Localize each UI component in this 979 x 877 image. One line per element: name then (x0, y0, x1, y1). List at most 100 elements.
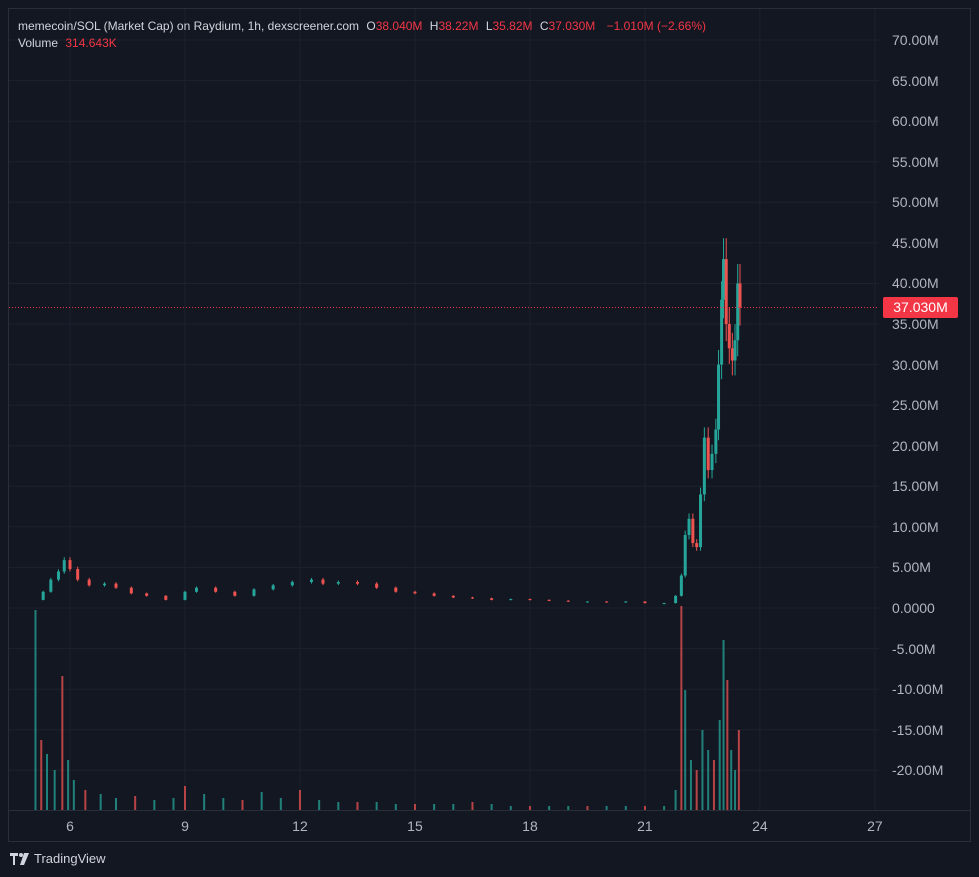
y-tick-label: 20.00M (892, 437, 939, 454)
open-value: 38.040M (375, 19, 423, 33)
volume-bar (548, 806, 551, 810)
candle-body (695, 543, 699, 548)
volume-bar (298, 790, 301, 810)
x-tick-label: 12 (292, 818, 308, 834)
y-tick-label: 25.00M (892, 397, 939, 414)
volume-bar (114, 798, 117, 810)
candle-body (730, 348, 734, 361)
volume-bar (61, 676, 64, 810)
volume-bar (528, 806, 531, 810)
volume-bar (318, 800, 321, 810)
candle-body (566, 600, 570, 602)
volume-bar (730, 750, 733, 810)
close-key: C (539, 19, 549, 33)
volume-bar (471, 802, 474, 810)
y-tick-label: 60.00M (892, 113, 939, 130)
volume-bar (567, 806, 570, 810)
volume-bar (624, 806, 627, 810)
candle-body (394, 587, 398, 592)
volume-bar (279, 798, 282, 810)
x-tick-label: 6 (66, 818, 74, 834)
y-tick-label: 65.00M (892, 72, 939, 89)
candle-body (470, 597, 474, 599)
volume-bar (684, 690, 687, 810)
volume-bar (99, 794, 102, 810)
volume-bar (222, 798, 225, 810)
candle-body (183, 591, 187, 600)
volume-bar (241, 800, 244, 810)
candle-body (271, 585, 275, 590)
volume-bar (490, 804, 493, 810)
volume-bar (153, 800, 156, 810)
volume-key: Volume (18, 36, 59, 50)
volume-bar (375, 802, 378, 810)
candle-body (724, 259, 728, 325)
candle-body (76, 569, 80, 580)
volume-bar (509, 806, 512, 810)
low-key: L (485, 19, 493, 33)
candle-body (164, 595, 168, 600)
candle-body (375, 583, 379, 588)
candle-body (490, 598, 494, 600)
candle-body (714, 429, 718, 454)
volume-bar (260, 792, 263, 810)
y-tick-label: -20.00M (892, 762, 944, 779)
x-tick-label: 24 (752, 818, 768, 834)
candle-body (706, 437, 710, 471)
ohlc-line: memecoin/SOL (Market Cap) on Raydium, 1h… (18, 18, 706, 35)
candle-body (733, 340, 737, 361)
candle-body (674, 595, 678, 604)
volume-bar (707, 750, 710, 810)
candle-body (309, 579, 313, 583)
candle-body (738, 283, 742, 308)
y-tick-label: 35.00M (892, 316, 939, 332)
volume-bar (452, 804, 455, 810)
tradingview-branding[interactable]: TradingView (10, 851, 106, 866)
candle-body (214, 587, 218, 592)
candle-body (699, 494, 703, 548)
candle-body (194, 587, 198, 592)
candle-body (102, 583, 106, 586)
candle-body (585, 601, 589, 603)
y-tick-label: 45.00M (892, 234, 939, 251)
candle-body (252, 589, 256, 596)
candle-body (683, 534, 687, 576)
volume-bar (712, 760, 715, 810)
y-tick-label: -15.00M (892, 721, 944, 738)
candle-body (624, 601, 628, 603)
volume-bar (183, 786, 186, 810)
volume-bar (433, 804, 436, 810)
volume-value: 314.643K (65, 36, 117, 50)
open-key: O (366, 19, 376, 33)
volume-bar (722, 640, 725, 810)
y-tick-label: 15.00M (892, 478, 939, 495)
candle-body (643, 601, 647, 604)
y-tick-label: -5.00M (892, 640, 936, 657)
candle-body (49, 579, 53, 592)
volume-bar (134, 796, 137, 810)
volume-bar (605, 806, 608, 810)
volume-bar (172, 798, 175, 810)
y-tick-label: 55.00M (892, 153, 939, 170)
y-tick-label: 50.00M (892, 194, 939, 211)
candle-body (727, 324, 731, 349)
volume-bar (46, 754, 49, 810)
candle-body (691, 518, 695, 544)
chart-canvas[interactable] (9, 9, 879, 810)
low-value: 35.82M (492, 19, 533, 33)
volume-bar (337, 802, 340, 810)
volume-bar (726, 680, 729, 810)
candle-body (662, 603, 666, 605)
y-tick-label: 70.00M (892, 32, 939, 49)
volume-bar (84, 790, 87, 810)
candle-body (722, 259, 726, 300)
y-tick-label: 40.00M (892, 275, 939, 292)
candle-body (321, 579, 325, 584)
volume-bar (663, 806, 666, 810)
volume-bar (734, 770, 737, 810)
candle-body (509, 599, 513, 601)
symbol-title: memecoin/SOL (Market Cap) on Raydium, 1h… (18, 19, 360, 33)
candle-body (547, 599, 551, 601)
candle-body (57, 571, 61, 580)
volume-bar (643, 806, 646, 810)
